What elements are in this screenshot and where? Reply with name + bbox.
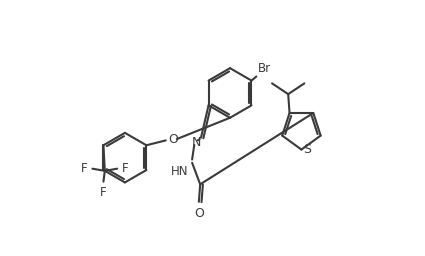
Text: Br: Br [258,62,271,75]
Text: HN: HN [170,165,188,178]
Text: S: S [303,143,312,156]
Text: O: O [194,207,204,220]
Text: O: O [168,133,178,146]
Text: N: N [191,136,201,149]
Text: F: F [81,162,88,175]
Text: F: F [100,186,107,199]
Text: F: F [122,162,128,175]
